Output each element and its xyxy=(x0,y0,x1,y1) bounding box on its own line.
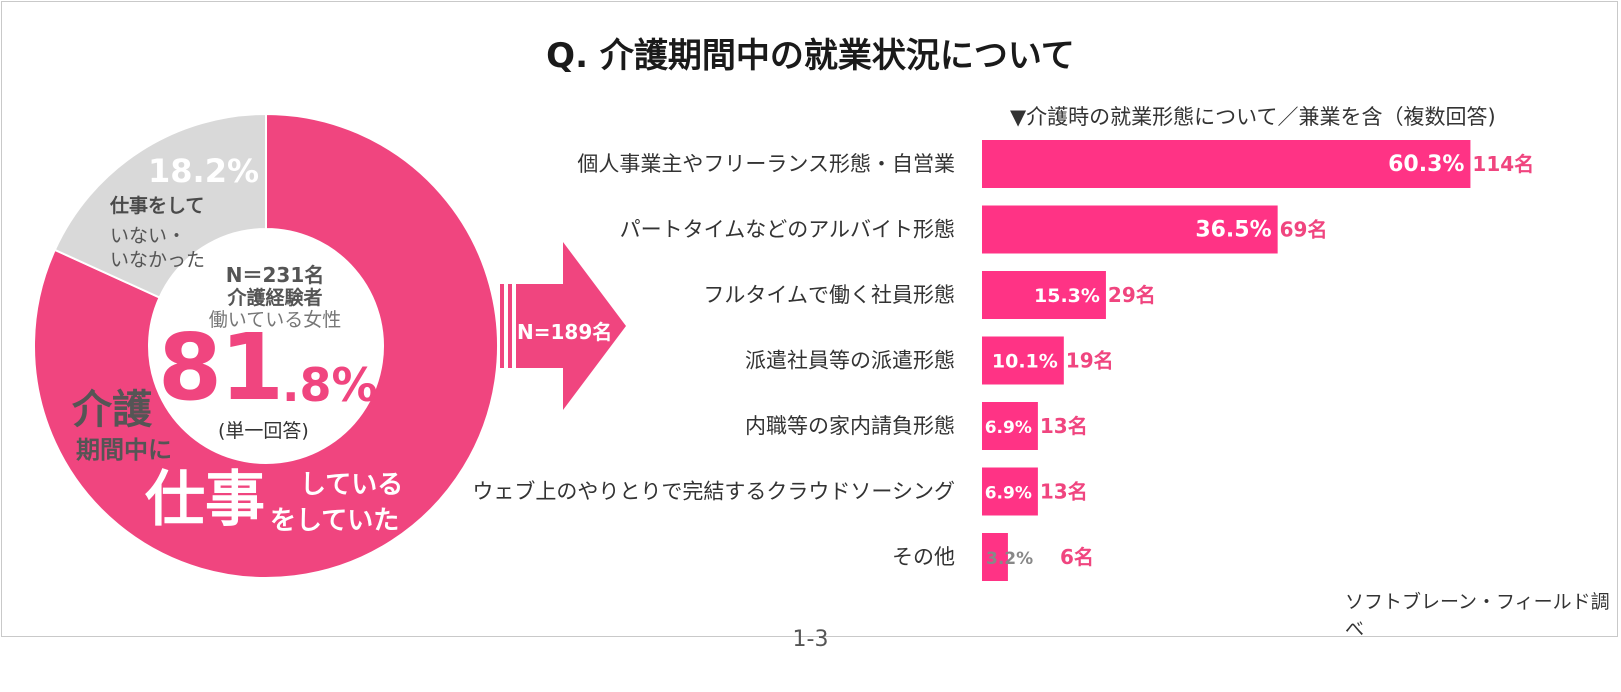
bar-count-label: 13名 xyxy=(1040,414,1088,438)
gray-label-line2: いない・ xyxy=(110,225,187,247)
bar-count-label: 13名 xyxy=(1040,480,1088,504)
bar-category-label: フルタイムで働く社員形態 xyxy=(703,283,955,307)
bar-0 xyxy=(982,140,1471,188)
bar-count-label: 19名 xyxy=(1066,349,1114,373)
single-answer-note: (単一回答) xyxy=(218,420,309,442)
pink-label-shiteiru: している xyxy=(300,470,404,500)
bar-chart-heading: ▼介護時の就業形態について／兼業を含（複数回答) xyxy=(1010,105,1496,129)
gray-percent-label: 18.2% xyxy=(148,152,260,190)
arrow-sample-label: N=189名 xyxy=(517,320,613,344)
bar-count-label: 114名 xyxy=(1472,152,1534,176)
bar-chart: 個人事業主やフリーランス形態・自営業 60.3% 114名パートタイムなどのアルバイ… xyxy=(472,140,1534,581)
bar-value-label: 3.2% xyxy=(986,549,1033,569)
source-credit: ソフトブレーン・フィールド調べ xyxy=(1345,591,1610,640)
bar-2 xyxy=(982,271,1106,319)
page-number: 1-3 xyxy=(792,627,829,652)
center-working-label: 働いている女性 xyxy=(208,309,342,331)
arrow-stripe-0 xyxy=(500,284,504,368)
bar-5 xyxy=(982,467,1038,516)
bar-category-label: 派遣社員等の派遣形態 xyxy=(745,349,955,373)
bar-category-label: パートタイムなどのアルバイト形態 xyxy=(620,218,955,242)
pink-label-shigoto: 仕事 xyxy=(145,465,265,535)
gray-label-line1: 仕事をして xyxy=(110,195,205,217)
arrow-shape xyxy=(516,242,626,410)
bar-value-label: 6.9% xyxy=(985,418,1032,438)
center-big-percent: 81 xyxy=(158,314,284,421)
bar-value-label: 10.1% xyxy=(992,351,1058,373)
center-sample-size: N＝231名 xyxy=(225,263,325,287)
bar-value-label: 36.5% xyxy=(1195,218,1271,243)
center-experience-label: 介護経験者 xyxy=(227,287,323,309)
donut-hole xyxy=(150,230,382,462)
bar-6 xyxy=(982,533,1008,581)
donut-slice-1 xyxy=(53,112,267,299)
arrow-graphic xyxy=(500,242,626,410)
page-title: Q. 介護期間中の就業状況について xyxy=(546,36,1075,76)
bar-3 xyxy=(982,336,1064,385)
arrow-stripe-1 xyxy=(508,284,512,368)
donut-chart xyxy=(33,112,499,579)
bar-count-label: 29名 xyxy=(1108,283,1156,307)
bar-value-label: 15.3% xyxy=(1034,285,1100,307)
bar-category-label: ウェブ上のやりとりで完結するクラウドソーシング xyxy=(472,480,955,504)
pink-label-period: 期間中に xyxy=(76,436,172,464)
bar-value-label: 60.3% xyxy=(1388,152,1464,177)
pink-label-kaigo: 介護 xyxy=(72,387,152,433)
bar-4 xyxy=(982,402,1038,450)
pink-label-shiteita: をしていた xyxy=(270,506,400,536)
center-decimal-percent: .8% xyxy=(282,358,378,412)
bar-value-label: 6.9% xyxy=(985,484,1032,504)
bar-count-label: 6名 xyxy=(1060,545,1094,569)
bar-category-label: 内職等の家内請負形態 xyxy=(745,414,955,438)
donut-slice-0 xyxy=(33,112,499,579)
bar-category-label: 個人事業主やフリーランス形態・自営業 xyxy=(577,152,955,176)
gray-label-line3: いなかった xyxy=(110,249,206,271)
bar-1 xyxy=(982,205,1278,254)
bar-count-label: 69名 xyxy=(1280,218,1328,242)
bar-category-label: その他 xyxy=(892,545,955,569)
